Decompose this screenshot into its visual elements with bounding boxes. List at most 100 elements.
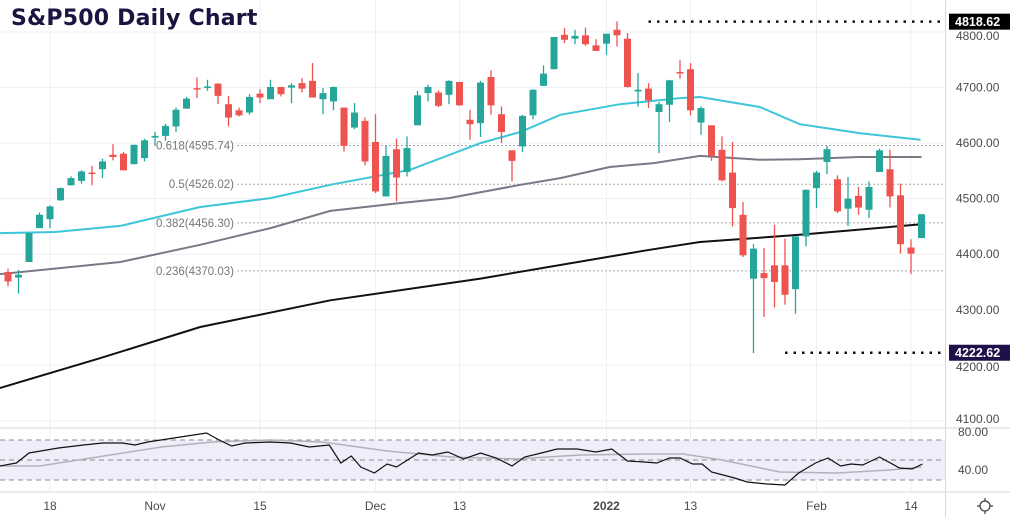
candle — [487, 70, 495, 115]
candle — [204, 79, 211, 91]
candle — [15, 269, 22, 294]
candle — [193, 77, 201, 99]
candle — [25, 232, 33, 262]
candle-body — [760, 273, 768, 279]
candle — [508, 150, 516, 182]
candle — [729, 141, 736, 227]
candle-body — [204, 86, 211, 88]
price-tick-label: 4800.00 — [956, 29, 1000, 43]
time-tick-label: 2022 — [593, 499, 620, 513]
candle-body — [382, 155, 390, 197]
candle — [403, 136, 411, 177]
candle — [424, 84, 432, 102]
fib-label: 0.618(4595.74) — [156, 140, 234, 152]
candle-body — [708, 125, 715, 156]
candle-body — [697, 108, 705, 123]
candle — [519, 114, 526, 152]
candle-body — [36, 214, 43, 229]
candle-body — [309, 80, 316, 98]
candle — [414, 90, 421, 126]
candle-body — [729, 172, 736, 209]
low-marker-tag-label: 4222.62 — [955, 346, 1000, 360]
candle — [288, 83, 295, 104]
candle-body — [298, 83, 306, 89]
fib-label: 0.5(4526.02) — [169, 179, 234, 191]
price-tick-label: 4100.00 — [956, 412, 1000, 426]
time-tick-label: Dec — [365, 499, 386, 513]
settings-gear-icon[interactable] — [976, 497, 994, 515]
candle — [802, 189, 810, 247]
candle-body — [477, 82, 484, 124]
candle-body — [781, 265, 789, 295]
price-tick-label: 4300.00 — [956, 303, 1000, 317]
candle-body — [550, 36, 558, 70]
candle — [330, 86, 337, 111]
candle-body — [456, 81, 463, 106]
candle — [151, 131, 159, 146]
candle — [645, 83, 652, 109]
candle-body — [813, 172, 820, 189]
candle-body — [78, 171, 85, 181]
candle-body — [340, 107, 348, 146]
candle-body — [687, 69, 694, 111]
candle — [571, 29, 579, 45]
time-axis[interactable]: 18 Nov 15 Dec 13 2022 13 Feb 14 — [43, 499, 918, 513]
candle-body — [120, 153, 127, 171]
rsi-tick-label: 40.00 — [958, 463, 988, 477]
candle — [120, 151, 127, 171]
candle-body — [130, 144, 138, 165]
candle-body — [267, 86, 274, 100]
candle-body — [466, 119, 474, 125]
ma200-line — [0, 223, 922, 390]
candle-body — [414, 95, 421, 126]
candle — [466, 109, 474, 140]
candle-body — [603, 33, 610, 44]
candle — [246, 94, 253, 115]
candle — [739, 201, 747, 257]
price-tick-label: 4200.00 — [956, 360, 1000, 374]
candle-body — [403, 148, 411, 172]
candle-body — [445, 80, 453, 95]
candle — [298, 78, 306, 93]
candle — [57, 187, 64, 201]
rsi-line — [0, 432, 923, 486]
candle — [382, 145, 390, 197]
candle — [172, 107, 180, 132]
candle-body — [844, 198, 852, 209]
price-axis[interactable]: 4800.00 4700.00 4600.00 4500.00 4400.00 4300.… — [956, 29, 1000, 477]
candle — [907, 239, 915, 275]
candle-body — [655, 104, 663, 112]
candle-body — [351, 112, 358, 128]
candle-body — [214, 83, 222, 96]
candle — [582, 27, 589, 46]
candle — [834, 175, 841, 214]
candle-body — [823, 149, 831, 162]
candle — [771, 224, 778, 308]
candle — [477, 80, 484, 137]
candle — [697, 106, 705, 135]
moving-averages — [0, 95, 922, 390]
candle-body — [918, 214, 925, 239]
candle — [88, 165, 96, 186]
candles — [4, 21, 925, 354]
candle — [613, 21, 621, 47]
candle-body — [487, 76, 495, 106]
candle-body — [25, 233, 33, 262]
candle-body — [666, 80, 673, 105]
low-marker-tag — [949, 344, 1010, 361]
candle-body — [424, 86, 432, 94]
time-tick-label: 13 — [453, 499, 467, 513]
candle-body — [288, 85, 295, 88]
candle-body — [676, 71, 684, 74]
time-tick-label: 14 — [904, 499, 918, 513]
candle-body — [529, 89, 537, 116]
candle-body — [435, 92, 442, 106]
candle — [141, 138, 148, 162]
candle — [498, 106, 505, 144]
candle — [750, 244, 757, 354]
candle — [918, 214, 925, 239]
candle — [529, 89, 537, 120]
candle — [393, 138, 400, 202]
